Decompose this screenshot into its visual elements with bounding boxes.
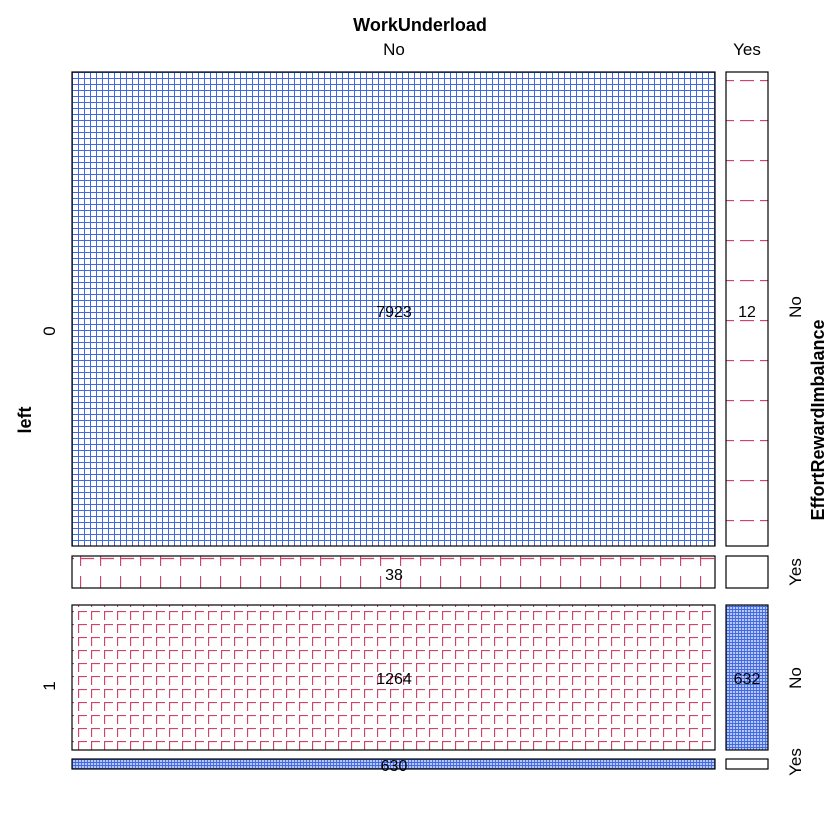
column-label-yes: Yes (733, 40, 761, 59)
mosaic-tile-left-0-eri-yes-wu-no (71, 555, 716, 589)
mosaic-tile-left-1-eri-no-wu-no (71, 604, 716, 751)
inner-row-label-no-bottom: No (786, 667, 805, 689)
outer-row-label-0: 0 (40, 326, 59, 335)
column-label-no: No (383, 40, 405, 59)
inner-row-label-yes-bottom: Yes (786, 748, 805, 776)
tile-count-label-left-1-eri-yes-wu-no: 630 (381, 758, 408, 775)
inner-row-label-yes-top: Yes (786, 558, 805, 586)
mosaic-tile-left-0-eri-no-wu-no (71, 71, 716, 547)
tile-count-label-left-0-eri-yes-wu-no: 38 (385, 567, 403, 584)
mosaic-tiles: 7923 12 38 1264 632 630 (71, 71, 769, 775)
mosaic-tile-left-0-eri-yes-wu-yes (725, 555, 769, 589)
inner-row-label-no-top: No (786, 296, 805, 318)
column-variable-title: WorkUnderload (353, 15, 487, 35)
tile-count-label-left-0-eri-no-wu-yes: 12 (738, 304, 756, 321)
inner-row-variable-title: EffortRewardImbalance (808, 319, 828, 520)
tile-count-label-left-1-eri-no-wu-yes: 632 (734, 671, 761, 688)
outer-row-label-1: 1 (40, 681, 59, 690)
mosaic-tile-left-1-eri-no-wu-yes (725, 604, 769, 751)
mosaic-tile-left-1-eri-yes-wu-no (71, 758, 716, 770)
outer-row-variable-title: left (15, 406, 35, 433)
mosaic-tile-left-1-eri-yes-wu-yes (725, 758, 769, 770)
tile-count-label-left-0-eri-no-wu-no: 7923 (376, 304, 412, 321)
tile-count-label-left-1-eri-no-wu-no: 1264 (376, 671, 412, 688)
mosaic-tile-left-0-eri-no-wu-yes (725, 71, 769, 547)
